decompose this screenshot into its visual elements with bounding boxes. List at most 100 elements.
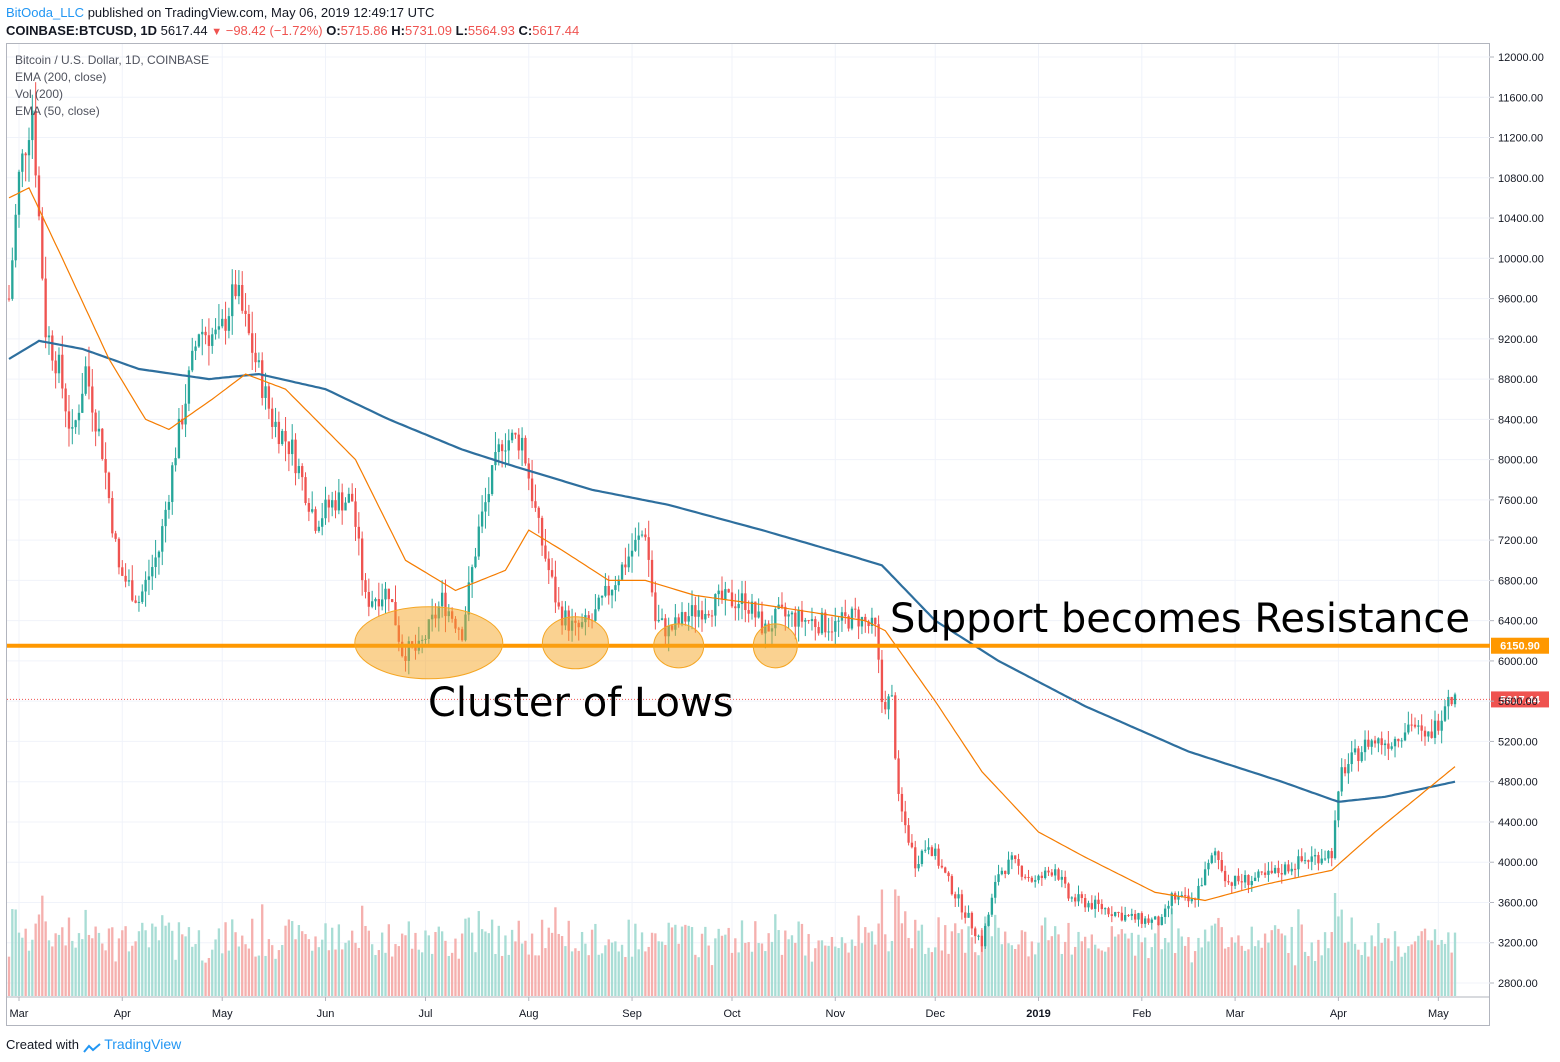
candle-body — [514, 432, 517, 435]
volume-bar — [1133, 955, 1137, 996]
volume-bar — [1147, 958, 1150, 996]
candle-body — [157, 551, 161, 558]
candle-body — [710, 615, 714, 617]
volume-bar — [1137, 934, 1140, 996]
candle-body — [1067, 883, 1070, 899]
volume-bar — [750, 951, 754, 996]
volume-bars — [7, 889, 1457, 996]
volume-bar — [570, 951, 574, 996]
candle-body — [291, 439, 294, 455]
volume-bar — [514, 941, 517, 996]
tradingview-brand[interactable]: TradingView — [104, 1036, 182, 1052]
candle-body — [977, 935, 980, 937]
volume-bar — [1024, 931, 1027, 996]
candle-body — [264, 386, 267, 398]
candle-body — [857, 609, 860, 627]
x-tick-label: Oct — [723, 1008, 740, 1020]
volume-bar — [1333, 893, 1337, 996]
volume-bar — [1317, 939, 1320, 996]
candle-body — [680, 612, 684, 625]
candle-body — [1447, 696, 1450, 707]
candle-body — [970, 912, 974, 929]
legend-title[interactable]: Bitcoin / U.S. Dollar, 1D, COINBASE — [15, 53, 210, 67]
candle-body — [874, 617, 877, 625]
volume-bar — [984, 916, 987, 996]
candle-body — [287, 441, 291, 455]
candle-body — [1074, 897, 1077, 902]
volume-bar — [770, 941, 774, 996]
candle-body — [524, 437, 527, 464]
volume-bar — [204, 962, 207, 996]
volume-bar — [920, 924, 924, 996]
volume-bar — [1370, 935, 1373, 996]
volume-bar — [867, 932, 870, 996]
candle-body — [774, 608, 777, 629]
volume-bar — [44, 921, 47, 996]
volume-bar — [670, 927, 674, 996]
volume-bar — [1380, 942, 1383, 996]
candle-body — [554, 576, 557, 603]
candle-body — [1137, 913, 1140, 920]
volume-bar — [1027, 956, 1030, 996]
volume-bar — [924, 953, 927, 996]
candle-body — [1143, 918, 1147, 924]
volume-bar — [710, 965, 714, 996]
author-link[interactable]: BitOoda_LLC — [6, 5, 85, 20]
candle-body — [244, 310, 247, 315]
candle-body — [1010, 855, 1014, 860]
candle-body — [760, 611, 764, 634]
volume-bar — [620, 944, 624, 996]
low-cluster-highlight — [653, 623, 705, 669]
candle-body — [304, 477, 307, 504]
candle-body — [937, 848, 940, 866]
candle-body — [817, 627, 820, 634]
candle-body — [510, 432, 514, 441]
candle-body — [1054, 869, 1057, 876]
volume-bar — [1400, 956, 1403, 996]
y-tick-label: 4000.00 — [1498, 857, 1538, 869]
candle-body — [530, 478, 534, 502]
legend-ema200[interactable]: EMA (200, close) — [15, 70, 107, 84]
last-price: 5617.44 — [160, 23, 208, 38]
ohlc-close: C:5617.44 — [518, 23, 580, 38]
volume-bar — [604, 945, 607, 996]
volume-bar — [37, 914, 41, 996]
volume-bar — [1163, 937, 1167, 996]
volume-bar — [617, 951, 620, 996]
volume-bar — [1240, 945, 1243, 996]
candle-body — [1170, 893, 1173, 906]
x-tick-label: Aug — [519, 1008, 539, 1020]
candle-body — [1413, 724, 1417, 727]
candle-body — [164, 509, 167, 527]
candle-body — [890, 695, 894, 697]
volume-bar — [71, 940, 74, 996]
volume-bar — [804, 955, 807, 996]
candle-body — [517, 434, 520, 451]
volume-bar — [14, 909, 17, 996]
candle-body — [27, 140, 31, 156]
candle-body — [224, 318, 227, 331]
volume-bar — [1067, 922, 1070, 996]
volume-bar — [371, 944, 374, 996]
candle-body — [707, 613, 710, 616]
candle-body — [274, 421, 277, 427]
legend-volume[interactable]: Vol (200) — [15, 87, 64, 101]
volume-bar — [1207, 941, 1210, 996]
volume-bar — [960, 929, 964, 996]
x-tick-label: May — [212, 1008, 233, 1020]
candle-body — [1350, 752, 1353, 765]
volume-bar — [1034, 954, 1037, 996]
volume-bar — [1307, 956, 1310, 996]
legend-ema50[interactable]: EMA (50, close) — [15, 104, 100, 118]
candle-body — [534, 501, 537, 508]
volume-bar — [1037, 942, 1040, 996]
volume-bar — [1054, 926, 1057, 996]
volume-bar — [450, 952, 454, 996]
candle-body — [211, 334, 214, 346]
volume-bar — [400, 933, 404, 996]
volume-bar — [217, 928, 221, 996]
volume-bar — [634, 923, 637, 996]
candle-body — [927, 847, 930, 850]
candle-body — [790, 612, 794, 615]
